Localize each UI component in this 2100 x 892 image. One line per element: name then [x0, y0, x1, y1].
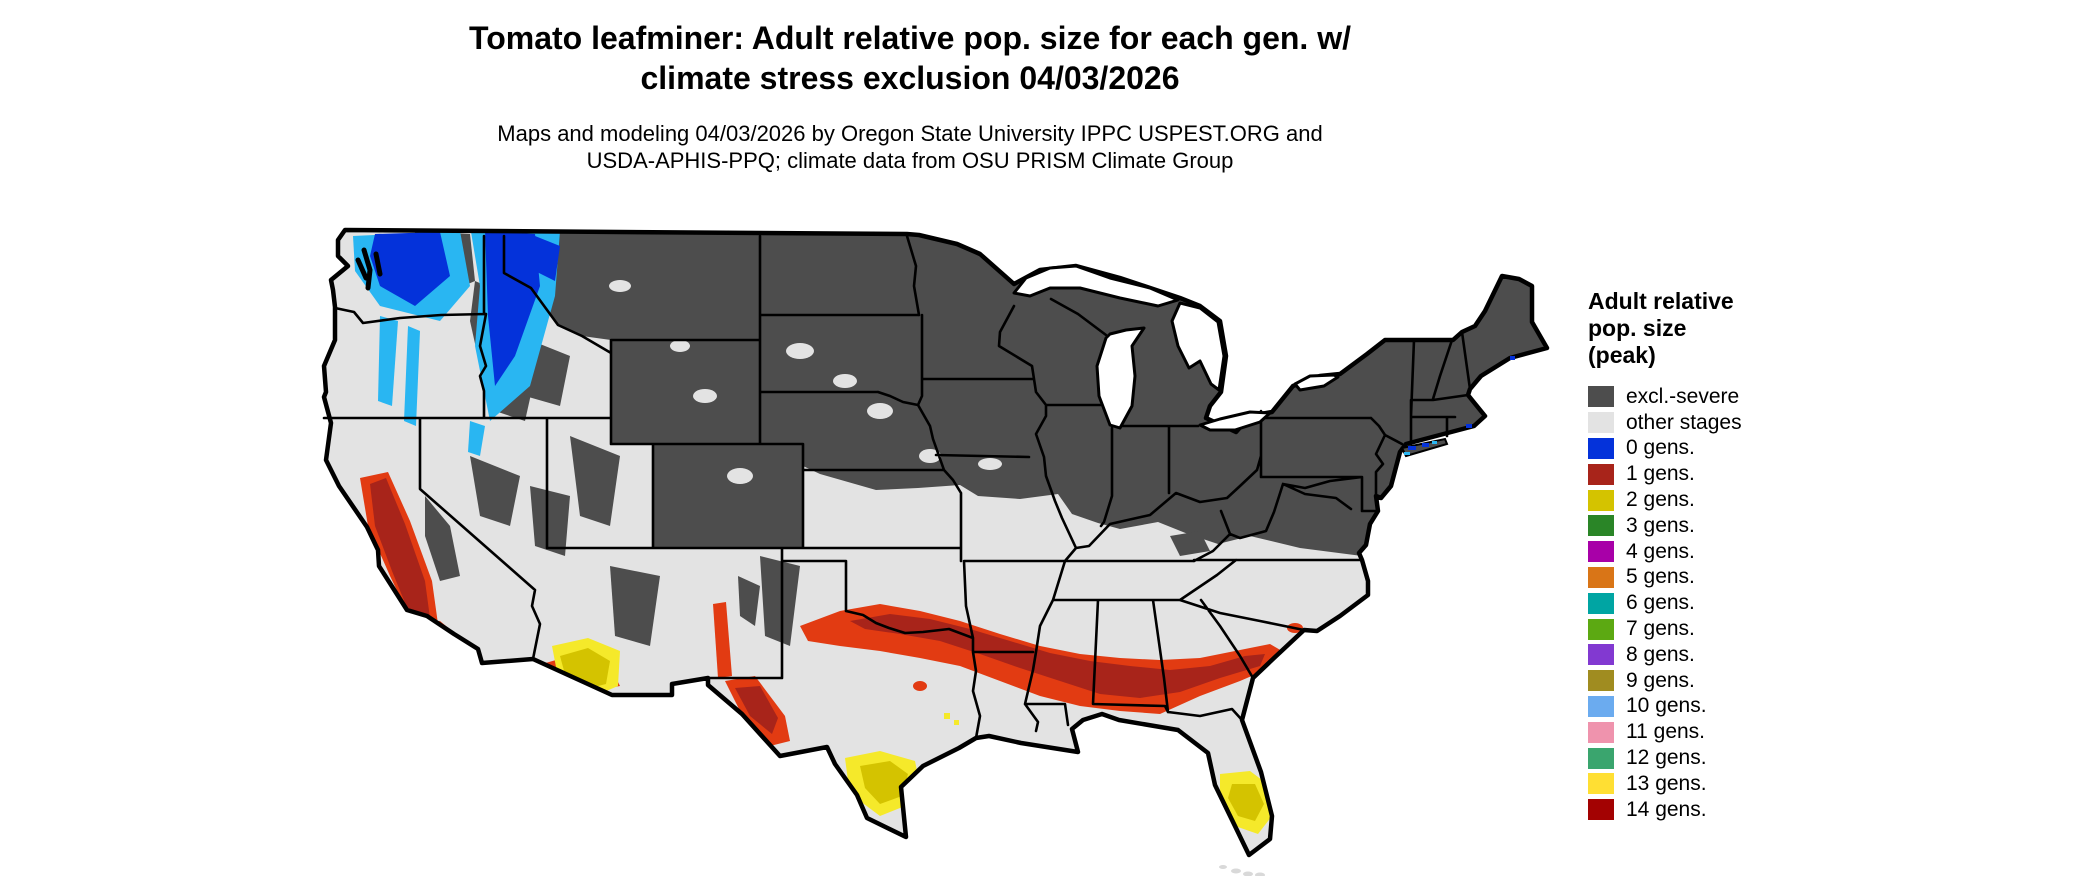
legend-swatch — [1588, 437, 1614, 459]
legend-row: 11 gens. — [1588, 719, 1848, 745]
legend: Adult relative pop. size (peak) excl.-se… — [1588, 288, 1848, 823]
legend-label: 4 gens. — [1626, 539, 1695, 563]
coastal-blue-specks — [1408, 356, 1515, 450]
legend-row: excl.-severe — [1588, 384, 1848, 410]
region-0-gens — [370, 231, 560, 386]
legend-swatch — [1588, 412, 1614, 434]
legend-label: 0 gens. — [1626, 436, 1695, 460]
legend-swatch — [1588, 618, 1614, 640]
legend-row: 12 gens. — [1588, 745, 1848, 771]
legend-label: excl.-severe — [1626, 384, 1740, 408]
legend-label: other stages — [1626, 410, 1742, 434]
legend-row: 0 gens. — [1588, 436, 1848, 462]
legend-swatch — [1588, 695, 1614, 717]
page-title-line2: climate stress exclusion 04/03/2026 — [640, 60, 1180, 96]
coastal-cyan-specks — [1404, 441, 1437, 455]
legend-row: 13 gens. — [1588, 771, 1848, 797]
legend-swatch — [1588, 566, 1614, 588]
legend-row: 8 gens. — [1588, 642, 1848, 668]
legend-swatch — [1588, 644, 1614, 666]
page-subtitle-line2: USDA-APHIS-PPQ; climate data from OSU PR… — [586, 148, 1234, 173]
legend-row: 10 gens. — [1588, 694, 1848, 720]
legend-row: 1 gens. — [1588, 461, 1848, 487]
legend-label: 2 gens. — [1626, 488, 1695, 512]
legend-row: 5 gens. — [1588, 565, 1848, 591]
legend-row: 6 gens. — [1588, 590, 1848, 616]
legend-row: 2 gens. — [1588, 487, 1848, 513]
legend-swatch — [1588, 721, 1614, 743]
legend-label: 8 gens. — [1626, 642, 1695, 666]
legend-label: 6 gens. — [1626, 591, 1695, 615]
florida-keys — [1219, 865, 1265, 876]
legend-row: other stages — [1588, 410, 1848, 436]
legend-label: 7 gens. — [1626, 617, 1695, 641]
legend-label: 9 gens. — [1626, 668, 1695, 692]
legend-swatch — [1588, 489, 1614, 511]
us-map — [320, 226, 1552, 876]
legend-row: 4 gens. — [1588, 539, 1848, 565]
legend-label: 12 gens. — [1626, 746, 1707, 770]
legend-row: 14 gens. — [1588, 797, 1848, 823]
legend-swatch — [1588, 515, 1614, 537]
legend-label: 13 gens. — [1626, 771, 1707, 795]
lake-huron — [1170, 301, 1226, 392]
page-subtitle-line1: Maps and modeling 04/03/2026 by Oregon S… — [497, 121, 1323, 146]
legend-label: 5 gens. — [1626, 565, 1695, 589]
page-title-line1: Tomato leafminer: Adult relative pop. si… — [469, 20, 1351, 56]
us-map-svg — [321, 227, 1550, 876]
legend-row: 7 gens. — [1588, 616, 1848, 642]
page-subtitle: Maps and modeling 04/03/2026 by Oregon S… — [260, 120, 1560, 174]
legend-label: 11 gens. — [1626, 720, 1706, 744]
page-title: Tomato leafminer: Adult relative pop. si… — [260, 18, 1560, 98]
lake-superior — [1012, 264, 1180, 308]
legend-swatch — [1588, 463, 1614, 485]
lake-erie — [1198, 410, 1272, 432]
legend-swatch — [1588, 592, 1614, 614]
legend-row: 9 gens. — [1588, 668, 1848, 694]
lake-michigan — [1095, 326, 1146, 430]
legend-swatch — [1588, 747, 1614, 769]
state-borders — [322, 234, 1472, 740]
legend-swatch — [1588, 670, 1614, 692]
legend-label: 1 gens. — [1626, 462, 1695, 486]
legend-label: 10 gens. — [1626, 694, 1707, 718]
legend-rows: excl.-severe other stages 0 gens. 1 gens… — [1588, 384, 1848, 823]
region-2-gens — [560, 648, 1264, 821]
legend-title: Adult relative pop. size (peak) — [1588, 288, 1734, 368]
legend-swatch — [1588, 541, 1614, 563]
legend-swatch — [1588, 799, 1614, 821]
legend-row: 3 gens. — [1588, 513, 1848, 539]
puget-sound — [355, 247, 383, 291]
legend-swatch — [1588, 773, 1614, 795]
legend-swatch — [1588, 386, 1614, 408]
legend-label: 3 gens. — [1626, 513, 1695, 537]
lake-ontario — [1293, 373, 1340, 392]
title-block: Tomato leafminer: Adult relative pop. si… — [260, 18, 1560, 174]
legend-label: 14 gens. — [1626, 797, 1707, 821]
great-lakes — [1012, 264, 1340, 432]
